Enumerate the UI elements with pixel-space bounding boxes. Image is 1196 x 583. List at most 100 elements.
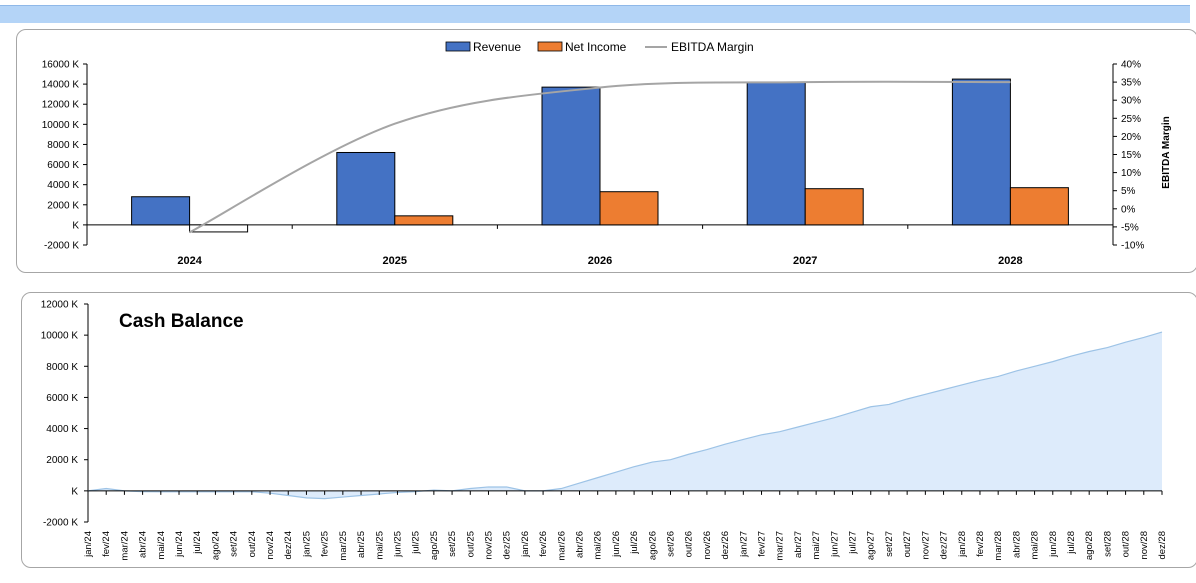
- left-tick-label: 8000 K: [47, 140, 79, 151]
- header-band: [0, 5, 1190, 23]
- x-tick-label: nov/25: [483, 531, 494, 560]
- category-label: 2028: [998, 255, 1022, 267]
- x-tick-label: out/28: [1121, 531, 1132, 557]
- left-tick-label: K: [72, 220, 79, 231]
- category-label: 2026: [588, 255, 612, 267]
- x-tick-label: jul/27: [848, 531, 859, 555]
- x-tick-label: dez/25: [502, 531, 513, 560]
- right-tick-label: -5%: [1121, 222, 1139, 233]
- x-tick-label: out/25: [465, 531, 476, 557]
- revenue-bar: [336, 151, 396, 226]
- revenue-bar: [131, 196, 191, 226]
- x-tick-label: nov/26: [702, 531, 713, 560]
- x-tick-label: mar/24: [119, 531, 130, 561]
- cash-balance-line: [87, 331, 1163, 500]
- x-tick-label: jan/26: [520, 531, 531, 558]
- category-label: 2024: [177, 255, 202, 267]
- x-tick-label: nov/24: [265, 531, 276, 560]
- x-tick-label: mai/27: [811, 531, 822, 560]
- x-tick-label: jun/28: [1048, 531, 1059, 558]
- category-label: 2025: [383, 255, 407, 267]
- right-tick-label: 35%: [1121, 78, 1141, 89]
- right-tick-label: 0%: [1121, 204, 1136, 215]
- left-tick-label: 4000 K: [47, 180, 79, 191]
- right-tick-label: 30%: [1121, 96, 1141, 107]
- legend-ebitda-margin-label: EBITDA Margin: [671, 40, 754, 54]
- x-tick-label: ago/25: [429, 531, 440, 560]
- left-tick-label: -2000 K: [43, 518, 78, 529]
- x-tick-label: mai/25: [374, 531, 385, 560]
- cash-balance-chart: -2000 K K 2000 K 4000 K 6000 K 8000 K 10000 K 1…: [41, 300, 1168, 561]
- revenue-bar: [951, 78, 1011, 226]
- x-tick-label: jul/26: [629, 531, 640, 555]
- revenue-bar: [746, 81, 806, 226]
- x-tick-label: mai/26: [593, 531, 604, 560]
- legend-revenue-label: Revenue: [473, 40, 521, 54]
- left-tick-label: 10000 K: [42, 120, 80, 131]
- x-tick-label: mai/28: [1030, 531, 1041, 560]
- right-axis-title: EBITDA Margin: [1161, 116, 1172, 188]
- x-tick-label: jan/28: [957, 531, 968, 558]
- left-tick-label: 8000 K: [46, 362, 78, 373]
- right-tick-label: 40%: [1121, 60, 1141, 71]
- x-tick-label: jul/24: [192, 531, 203, 555]
- x-tick-label: ago/27: [866, 531, 877, 560]
- cash-balance-area: [88, 332, 1162, 499]
- net-income-bar: [804, 188, 864, 226]
- right-tick-label: 25%: [1121, 114, 1141, 125]
- x-tick-label: jul/25: [411, 531, 422, 555]
- x-tick-label: fev/24: [101, 531, 112, 557]
- x-tick-label: out/26: [684, 531, 695, 557]
- right-tick-label: 15%: [1121, 150, 1141, 161]
- x-tick-label: dez/26: [720, 531, 731, 560]
- x-tick-label: nov/27: [920, 531, 931, 560]
- legend-net-income-label: Net Income: [565, 40, 627, 54]
- x-tick-label: set/24: [229, 531, 240, 557]
- x-tick-label: fev/26: [538, 531, 549, 557]
- net-income-bar: [599, 191, 659, 226]
- net-income-bar: [189, 224, 249, 233]
- right-tick-label: 20%: [1121, 132, 1141, 143]
- x-tick-label: fev/27: [757, 531, 768, 557]
- x-tick-label: jul/28: [1066, 531, 1077, 555]
- x-tick-label: out/27: [902, 531, 913, 557]
- revenue-income-chart: -2000 K K 2000 K 4000 K 6000 K 8000 K 10000 K 1…: [42, 40, 1172, 267]
- x-tick-label: abr/26: [574, 531, 585, 558]
- left-tick-label: 12000 K: [41, 300, 79, 311]
- x-tick-label: jun/26: [611, 531, 622, 558]
- x-tick-label: jun/27: [829, 531, 840, 558]
- left-tick-label: 14000 K: [42, 80, 80, 91]
- x-tick-label: mar/28: [993, 531, 1004, 561]
- x-tick-label: mar/26: [556, 531, 567, 561]
- left-tick-label: 4000 K: [46, 424, 78, 435]
- x-tick-label: fev/25: [320, 531, 331, 557]
- x-tick-label: abr/28: [1011, 531, 1022, 558]
- x-tick-label: dez/24: [283, 531, 294, 560]
- x-tick-label: abr/25: [356, 531, 367, 558]
- left-tick-label: 6000 K: [46, 393, 78, 404]
- x-tick-label: ago/28: [1084, 531, 1095, 560]
- x-tick-label: mar/27: [775, 531, 786, 561]
- x-tick-label: jan/25: [301, 531, 312, 558]
- right-tick-label: 10%: [1121, 168, 1141, 179]
- chart-title: Cash Balance: [119, 311, 244, 332]
- x-tick-label: abr/24: [138, 531, 149, 558]
- left-tick-label: K: [71, 486, 78, 497]
- x-tick-label: mar/25: [338, 531, 349, 561]
- x-tick-label: fev/28: [975, 531, 986, 557]
- x-tick-label: set/28: [1102, 531, 1113, 557]
- revenue-bar: [541, 86, 601, 226]
- legend-net-income-swatch: [537, 41, 563, 52]
- x-tick-label: set/25: [447, 531, 458, 557]
- revenue-income-chart-frame: -2000 K K 2000 K 4000 K 6000 K 8000 K 10000 K 1…: [16, 29, 1196, 273]
- cash-balance-chart-frame: -2000 K K 2000 K 4000 K 6000 K 8000 K 10000 K 1…: [21, 292, 1196, 568]
- x-tick-label: set/27: [884, 531, 895, 557]
- legend-revenue-swatch: [445, 41, 471, 52]
- x-tick-label: dez/28: [1157, 531, 1168, 560]
- left-tick-label: 12000 K: [42, 100, 80, 111]
- x-tick-label: out/24: [247, 531, 258, 557]
- x-tick-label: nov/28: [1139, 531, 1150, 560]
- x-tick-label: dez/27: [939, 531, 950, 560]
- left-tick-label: -2000 K: [44, 241, 79, 252]
- left-tick-label: 10000 K: [41, 331, 79, 342]
